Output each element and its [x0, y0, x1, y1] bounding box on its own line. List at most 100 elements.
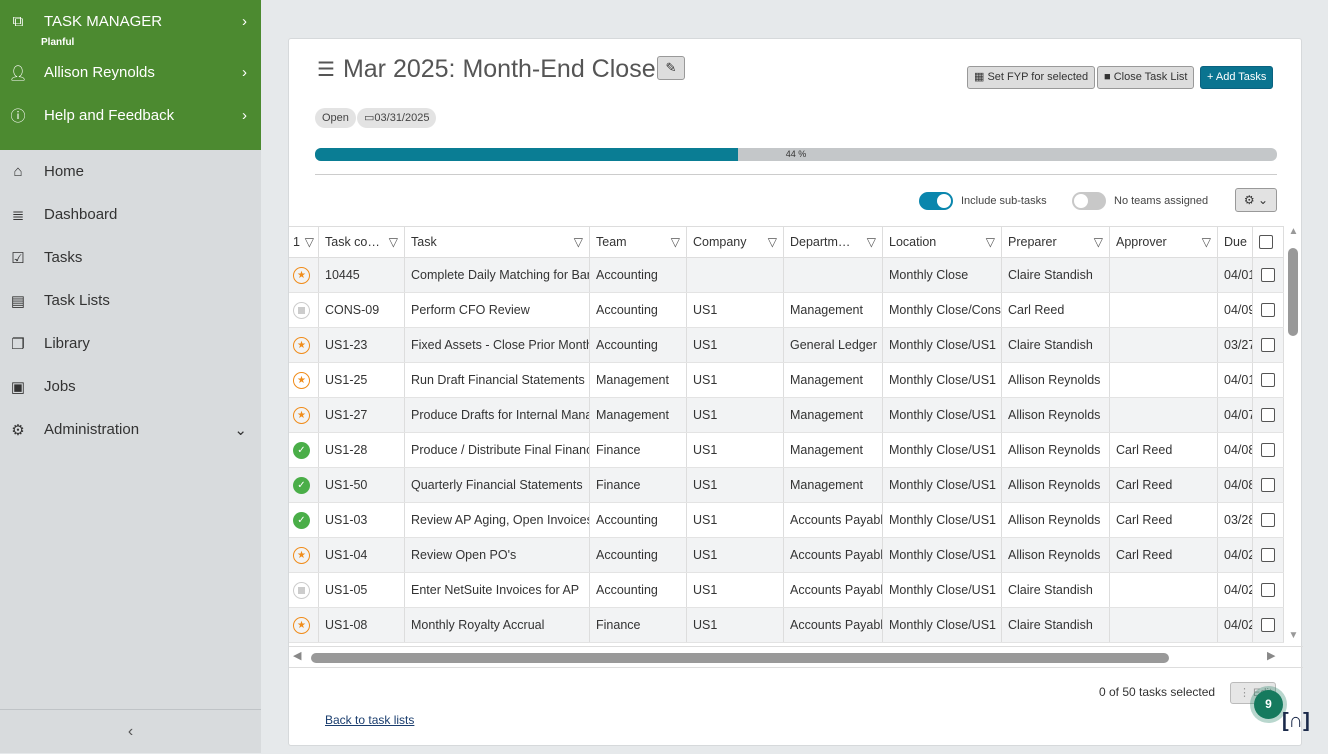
column-header[interactable]: Due [1218, 227, 1253, 257]
column-header[interactable]: 1 ▽ [289, 227, 319, 257]
cell-approver [1110, 608, 1218, 642]
table-row[interactable]: ★ US1-23 Fixed Assets - Close Prior Month A… [289, 328, 1284, 363]
column-label: Due [1224, 235, 1247, 249]
nav-icon: ▤ [10, 292, 26, 310]
status-done-icon: ✓ [293, 476, 310, 494]
collapse-sidebar-button[interactable]: ‹ [0, 709, 261, 753]
row-checkbox[interactable] [1253, 363, 1284, 397]
filter-icon[interactable]: ▽ [985, 235, 995, 249]
add-tasks-button[interactable]: + Add Tasks [1200, 66, 1274, 89]
row-checkbox[interactable] [1253, 573, 1284, 607]
help-feedback[interactable]: ⓘ Help and Feedback › [0, 94, 261, 137]
scroll-down-icon[interactable]: ▼ [1288, 630, 1299, 641]
table-row[interactable]: ★ US1-04 Review Open PO's Accounting US1 Acco… [289, 538, 1284, 573]
sidebar-item-library[interactable]: ❐ Library [0, 322, 261, 365]
toggle-switch[interactable] [919, 192, 953, 210]
column-header[interactable]: Team ▽ [590, 227, 687, 257]
column-header[interactable]: Preparer ▽ [1002, 227, 1110, 257]
horizontal-scrollbar[interactable]: ◀ ▶ [289, 646, 1303, 666]
table-row[interactable]: ★ US1-08 Monthly Royalty Accrual Finance US1… [289, 608, 1284, 643]
column-header[interactable]: Task ▽ [405, 227, 590, 257]
page-title: ☰ Mar 2025: Month-End Close [317, 55, 656, 84]
filter-icon[interactable]: ▽ [866, 235, 876, 249]
filter-icon[interactable]: ▽ [670, 235, 680, 249]
sidebar-item-jobs[interactable]: ▣ Jobs [0, 365, 261, 408]
edit-title-button[interactable]: ✎ [657, 56, 685, 80]
cell-company: US1 [687, 468, 784, 502]
select-all-checkbox[interactable] [1253, 227, 1284, 257]
toggle-switch[interactable] [1072, 192, 1106, 210]
row-checkbox[interactable] [1253, 433, 1284, 467]
checkbox[interactable] [1261, 338, 1275, 352]
cell-dept: Accounts Payable [784, 503, 883, 537]
column-settings-button[interactable]: ⚙ ⌄ [1235, 188, 1277, 212]
notification-badge[interactable]: 9 [1254, 690, 1283, 719]
filter-icon[interactable]: ▽ [1201, 235, 1211, 249]
column-header[interactable]: Approver ▽ [1110, 227, 1218, 257]
checkbox[interactable] [1261, 548, 1275, 562]
scroll-left-icon[interactable]: ◀ [293, 650, 302, 662]
cell-approver [1110, 258, 1218, 292]
checkbox[interactable] [1261, 513, 1275, 527]
status-star-icon: ★ [293, 406, 310, 424]
sidebar-item-home[interactable]: ⌂ Home [0, 150, 261, 193]
checkbox[interactable] [1261, 583, 1275, 597]
column-header[interactable]: Departm… ▽ [784, 227, 883, 257]
checkbox[interactable] [1259, 235, 1273, 249]
scrollbar-thumb[interactable] [1288, 248, 1298, 336]
cell-task: Enter NetSuite Invoices for AP [405, 573, 590, 607]
close-task-list-button[interactable]: ■ Close Task List [1097, 66, 1195, 89]
app-switcher[interactable]: ⧉ TASK MANAGER › [0, 0, 261, 43]
close-list-label: Close Task List [1113, 71, 1188, 83]
user-menu[interactable]: 👤︎ Allison Reynolds › [0, 51, 261, 94]
column-header[interactable]: Company ▽ [687, 227, 784, 257]
column-header[interactable]: Task co… ▽ [319, 227, 405, 257]
scrollbar-thumb[interactable] [311, 653, 1169, 663]
checkbox[interactable] [1261, 373, 1275, 387]
cell-code: US1-25 [319, 363, 405, 397]
filter-icon[interactable]: ▽ [767, 235, 777, 249]
table-row[interactable]: ★ US1-25 Run Draft Financial Statements Man… [289, 363, 1284, 398]
row-checkbox[interactable] [1253, 468, 1284, 502]
table-row[interactable]: ✓ US1-50 Quarterly Financial Statements Fin… [289, 468, 1284, 503]
sidebar-item-tasks[interactable]: ☑ Tasks [0, 236, 261, 279]
checkbox[interactable] [1261, 618, 1275, 632]
row-checkbox[interactable] [1253, 503, 1284, 537]
vertical-scrollbar[interactable]: ▲ ▼ [1284, 226, 1303, 643]
row-checkbox[interactable] [1253, 293, 1284, 327]
sidebar-item-administration[interactable]: ⚙ Administration ⌄ [0, 408, 261, 451]
scroll-up-icon[interactable]: ▲ [1288, 226, 1299, 237]
table-row[interactable]: US1-05 Enter NetSuite Invoices for AP Acco… [289, 573, 1284, 608]
row-checkbox[interactable] [1253, 538, 1284, 572]
back-to-task-lists-link[interactable]: Back to task lists [325, 713, 415, 727]
status-done-icon: ✓ [293, 441, 310, 459]
checkbox[interactable] [1261, 478, 1275, 492]
row-checkbox[interactable] [1253, 258, 1284, 292]
checkbox[interactable] [1261, 268, 1275, 282]
cell-dept: Management [784, 433, 883, 467]
checkbox[interactable] [1261, 408, 1275, 422]
row-checkbox[interactable] [1253, 328, 1284, 362]
cell-approver [1110, 328, 1218, 362]
table-row[interactable]: ✓ US1-03 Review AP Aging, Open Invoices Acc… [289, 503, 1284, 538]
filter-icon[interactable]: ▽ [1093, 235, 1103, 249]
planful-assistant-icon[interactable]: [∩] [1282, 710, 1310, 732]
checkbox[interactable] [1261, 443, 1275, 457]
sidebar-item-task-lists[interactable]: ▤ Task Lists [0, 279, 261, 322]
row-checkbox[interactable] [1253, 608, 1284, 642]
filter-icon[interactable]: ▽ [304, 235, 314, 249]
include-subtasks-toggle[interactable]: Include sub-tasks [919, 192, 1047, 210]
filter-icon[interactable]: ▽ [388, 235, 398, 249]
no-teams-toggle[interactable]: No teams assigned [1072, 192, 1208, 210]
table-row[interactable]: CONS-09 Perform CFO Review Accounting US1 Ma… [289, 293, 1284, 328]
filter-icon[interactable]: ▽ [573, 235, 583, 249]
row-checkbox[interactable] [1253, 398, 1284, 432]
scroll-right-icon[interactable]: ▶ [1267, 650, 1276, 662]
set-fyp-button[interactable]: ▦ Set FYP for selected [967, 66, 1096, 89]
column-header[interactable]: Location ▽ [883, 227, 1002, 257]
checkbox[interactable] [1261, 303, 1275, 317]
sidebar-item-dashboard[interactable]: ≣ Dashboard [0, 193, 261, 236]
